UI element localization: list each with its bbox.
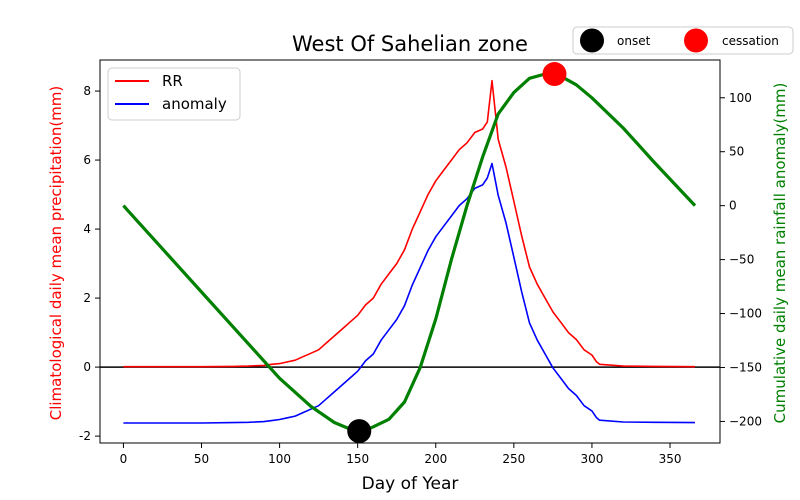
left-y-tick-label: 4 [83,222,91,236]
x-tick-label: 350 [659,452,682,466]
right-y-tick-label: −100 [729,307,762,321]
x-tick-label: 250 [502,452,525,466]
left-y-tick-label: 2 [83,291,91,305]
x-tick-label: 150 [346,452,369,466]
right-y-tick-label: 50 [729,145,744,159]
cumulative-anomaly-line [122,72,697,433]
left-y-tick-label: -2 [79,429,91,443]
legend-rr-label: RR [162,72,183,90]
legend-onset-swatch [580,28,604,53]
right-y-tick-label: −200 [729,414,762,428]
plot-frame [99,59,721,444]
legend-onset-label: onset [617,34,651,48]
left-y-axis-label: Climatological daily mean precipitation(… [47,86,65,421]
x-tick-label: 300 [580,452,603,466]
legend-anomaly-label: anomaly [162,95,227,113]
cessation-marker [542,62,567,87]
right-y-tick-label: −150 [729,360,762,374]
left-y-tick-label: 8 [83,84,91,98]
x-tick-label: 200 [424,452,447,466]
right-y-axis-label: Cumulative daily mean rainfall anomaly(m… [771,83,789,424]
x-tick-label: 100 [268,452,291,466]
right-y-tick-label: 100 [729,91,752,105]
anomaly-line [123,162,696,424]
left-y-tick-label: 0 [83,360,91,374]
x-axis-label: Day of Year [362,474,459,494]
x-tick-label: 0 [120,452,128,466]
right-y-tick-label: −50 [729,253,754,267]
marker-legend-box [572,26,794,55]
onset-marker [347,419,372,444]
rr-line [123,79,696,368]
x-tick-label: 50 [194,452,209,466]
right-y-tick-label: 0 [729,199,737,213]
legend-cessation-label: cessation [722,34,779,48]
marker-legend: onset cessation [572,26,794,55]
series-legend: RR anomaly [107,67,241,121]
left-y-tick-label: 6 [83,153,91,167]
chart-title: West Of Sahelian zone [292,32,528,56]
legend-cessation-swatch [684,28,708,53]
